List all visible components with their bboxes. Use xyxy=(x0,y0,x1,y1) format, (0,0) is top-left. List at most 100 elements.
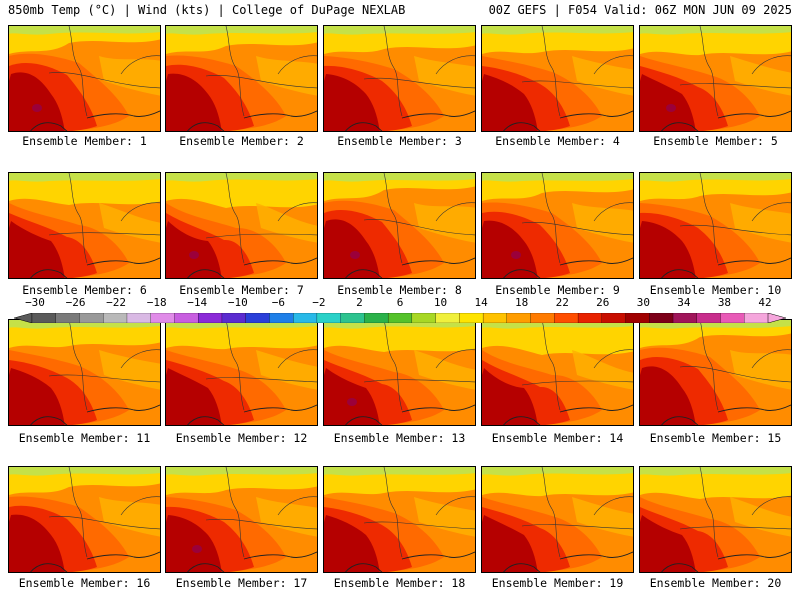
temperature-map xyxy=(640,467,791,572)
colorbar-swatch xyxy=(720,312,745,324)
ensemble-member-label: Ensemble Member: 15 xyxy=(649,431,782,445)
ensemble-member-label: Ensemble Member: 1 xyxy=(22,134,147,148)
colorbar-swatch xyxy=(150,312,175,324)
colorbar-tick-label: −30 xyxy=(25,296,45,309)
ensemble-panel-13 xyxy=(323,319,476,426)
colorbar-tick-label: −26 xyxy=(65,296,86,309)
ensemble-member-label: Ensemble Member: 4 xyxy=(495,134,620,148)
colorbar-swatch xyxy=(554,312,579,324)
temperature-map xyxy=(640,26,791,131)
temperature-map xyxy=(482,26,633,131)
temperature-map xyxy=(482,320,633,425)
colorbar-tick-label: 14 xyxy=(474,296,488,309)
temperature-map xyxy=(324,467,475,572)
colorbar-swatch xyxy=(31,312,57,324)
temperature-map xyxy=(482,173,633,278)
colorbar-swatch xyxy=(625,312,650,324)
ensemble-member-label: Ensemble Member: 16 xyxy=(18,576,151,590)
temperature-map xyxy=(166,26,317,131)
ensemble-member-label: Ensemble Member: 7 xyxy=(179,283,304,297)
colorbar-swatch xyxy=(577,312,603,324)
ensemble-panel-7 xyxy=(165,172,318,279)
colorbar-tick-label: −18 xyxy=(146,296,167,309)
colorbar-tick-label: −10 xyxy=(227,296,248,309)
ensemble-panel-18 xyxy=(323,466,476,573)
ensemble-panel-19 xyxy=(481,466,634,573)
ensemble-panel-1 xyxy=(8,25,161,132)
colorbar-svg xyxy=(13,312,787,324)
colorbar-tick-label: −22 xyxy=(106,296,127,309)
ensemble-panel-5 xyxy=(639,25,792,132)
colorbar-swatch xyxy=(435,312,460,324)
ensemble-panel-15 xyxy=(639,319,792,426)
ensemble-member-label: Ensemble Member: 3 xyxy=(337,134,462,148)
ensemble-member-label: Ensemble Member: 18 xyxy=(333,576,466,590)
colorbar-swatch xyxy=(530,312,555,324)
ensemble-member-label: Ensemble Member: 14 xyxy=(491,431,624,445)
ensemble-panel-17 xyxy=(165,466,318,573)
ensemble-panel-10 xyxy=(639,172,792,279)
temperature-map xyxy=(324,26,475,131)
colorbar-swatch xyxy=(316,312,342,324)
colorbar-swatch xyxy=(340,312,365,324)
temperature-map xyxy=(640,320,791,425)
colorbar-swatch xyxy=(601,312,626,324)
colorbar-tick-label: 10 xyxy=(433,296,448,309)
temperature-colorbar xyxy=(13,308,787,324)
ensemble-member-label: Ensemble Member: 17 xyxy=(175,576,308,590)
colorbar-swatch xyxy=(459,312,484,324)
temperature-map xyxy=(9,173,160,278)
ensemble-member-label: Ensemble Member: 13 xyxy=(333,431,466,445)
colorbar-swatch xyxy=(482,312,508,324)
temperature-map xyxy=(640,173,791,278)
colorbar-swatch xyxy=(649,312,674,324)
ensemble-member-label: Ensemble Member: 19 xyxy=(491,576,624,590)
ensemble-panel-16 xyxy=(8,466,161,573)
ensemble-panel-4 xyxy=(481,25,634,132)
temperature-map xyxy=(9,26,160,131)
colorbar-swatch xyxy=(744,312,769,324)
ensemble-member-label: Ensemble Member: 11 xyxy=(18,431,151,445)
temperature-map xyxy=(166,467,317,572)
colorbar-tick-label: 42 xyxy=(758,296,772,309)
colorbar-swatch xyxy=(174,312,199,324)
colorbar-swatch xyxy=(126,312,152,324)
colorbar-swatch xyxy=(55,312,80,324)
ensemble-panel-14 xyxy=(481,319,634,426)
colorbar-swatch xyxy=(103,312,128,324)
colorbar-swatch xyxy=(387,312,413,324)
ensemble-member-label: Ensemble Member: 9 xyxy=(495,283,620,297)
colorbar-tick-label: 18 xyxy=(515,296,529,309)
ensemble-panel-20 xyxy=(639,466,792,573)
colorbar-tick-label: 30 xyxy=(636,296,650,309)
ensemble-panel-2 xyxy=(165,25,318,132)
colorbar-tick-label: 34 xyxy=(677,296,691,309)
temperature-map xyxy=(324,320,475,425)
colorbar-tick-label: 2 xyxy=(356,296,363,309)
colorbar-tick-label: −2 xyxy=(312,296,326,309)
temperature-map xyxy=(166,320,317,425)
colorbar-swatch xyxy=(506,312,532,324)
colorbar-tick-label: 38 xyxy=(717,296,732,309)
temperature-map xyxy=(166,173,317,278)
temperature-map xyxy=(9,320,160,425)
colorbar-swatch xyxy=(696,312,721,324)
ensemble-member-label: Ensemble Member: 5 xyxy=(653,134,778,148)
ensemble-panel-9 xyxy=(481,172,634,279)
run-valid-time: 00Z GEFS | F054 Valid: 06Z MON JUN 09 20… xyxy=(488,3,792,17)
colorbar-swatch xyxy=(245,312,270,324)
temperature-map xyxy=(482,467,633,572)
colorbar-swatch xyxy=(672,312,698,324)
colorbar-swatch xyxy=(411,312,437,324)
ensemble-member-label: Ensemble Member: 6 xyxy=(22,283,147,297)
map-title: 850mb Temp (°C) | Wind (kts) | College o… xyxy=(8,3,406,17)
ensemble-panel-11 xyxy=(8,319,161,426)
ensemble-member-label: Ensemble Member: 20 xyxy=(649,576,782,590)
ensemble-panel-12 xyxy=(165,319,318,426)
colorbar-tick-label: −14 xyxy=(187,296,208,309)
colorbar-swatch xyxy=(221,312,247,324)
ensemble-member-label: Ensemble Member: 2 xyxy=(179,134,304,148)
ensemble-panel-3 xyxy=(323,25,476,132)
colorbar-tick-label: 26 xyxy=(596,296,610,309)
colorbar-swatch xyxy=(269,312,294,324)
